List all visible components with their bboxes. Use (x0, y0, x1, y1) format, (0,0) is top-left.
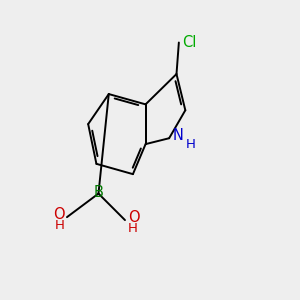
Text: H: H (128, 222, 138, 236)
Text: O: O (128, 210, 140, 225)
Text: H: H (186, 138, 196, 151)
Text: O: O (53, 207, 64, 222)
Text: H: H (55, 220, 64, 232)
Text: Cl: Cl (182, 35, 197, 50)
Text: N: N (173, 128, 184, 143)
Text: B: B (94, 185, 103, 200)
